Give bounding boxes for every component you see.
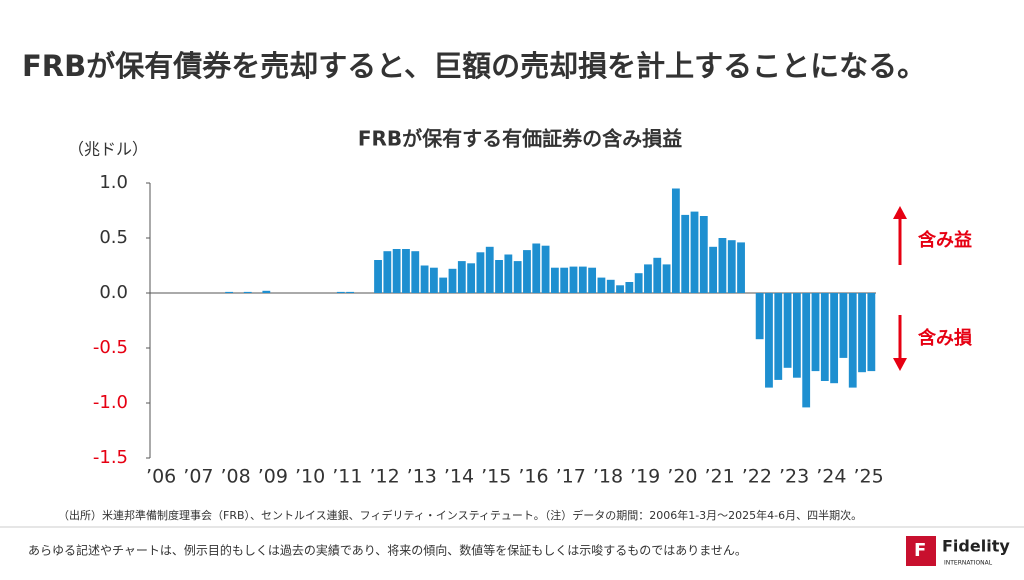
slide-title: FRBが保有債券を売却すると、巨額の売却損を計上することになる。 bbox=[22, 49, 926, 83]
bar bbox=[755, 293, 764, 340]
x-tick-label: ’06 bbox=[146, 466, 176, 488]
x-tick-label: ’11 bbox=[332, 466, 362, 488]
bar bbox=[597, 277, 606, 293]
bar bbox=[476, 252, 485, 293]
bar bbox=[550, 267, 559, 293]
bar bbox=[625, 282, 634, 293]
x-tick-label: ’19 bbox=[630, 466, 660, 488]
y-tick-label: -0.5 bbox=[93, 337, 128, 358]
bar bbox=[606, 279, 615, 293]
bar bbox=[560, 267, 569, 293]
bar bbox=[848, 293, 857, 388]
x-tick-label: ’20 bbox=[667, 466, 697, 488]
bar bbox=[383, 251, 392, 293]
x-tick-label: ’07 bbox=[183, 466, 213, 488]
bar bbox=[737, 242, 745, 293]
bar bbox=[718, 238, 727, 293]
bar bbox=[830, 293, 839, 384]
bar bbox=[243, 291, 252, 293]
chart-title: FRBが保有する有価証券の含み損益 bbox=[358, 127, 682, 151]
y-tick-label: -1.0 bbox=[93, 392, 128, 413]
x-tick-label: ’18 bbox=[593, 466, 623, 488]
x-tick-label: ’08 bbox=[221, 466, 251, 488]
bar bbox=[523, 250, 531, 293]
x-tick-label: ’17 bbox=[556, 466, 586, 488]
bar bbox=[653, 257, 662, 293]
bar bbox=[774, 293, 783, 380]
y-tick-label: 0.0 bbox=[99, 282, 128, 303]
bar bbox=[346, 291, 355, 293]
x-tick-label: ’15 bbox=[481, 466, 511, 488]
bar bbox=[783, 293, 792, 368]
logo-subtext: INTERNATIONAL bbox=[944, 560, 993, 567]
logo-glyph: F bbox=[914, 540, 926, 561]
bar bbox=[402, 249, 410, 293]
bar bbox=[420, 265, 429, 293]
bar bbox=[485, 246, 494, 293]
x-tick-label: ’14 bbox=[444, 466, 474, 488]
bar bbox=[690, 211, 699, 293]
bar bbox=[867, 293, 876, 372]
bar bbox=[588, 267, 597, 293]
bar bbox=[374, 260, 382, 293]
x-tick-label: ’09 bbox=[258, 466, 288, 488]
bar bbox=[578, 266, 587, 293]
y-unit: （兆ドル） bbox=[68, 140, 148, 159]
bar bbox=[569, 266, 578, 293]
bar bbox=[858, 293, 866, 373]
bar bbox=[727, 240, 736, 293]
y-tick-label: 1.0 bbox=[99, 172, 128, 193]
x-tick-label: ’12 bbox=[369, 466, 399, 488]
bar bbox=[820, 293, 829, 381]
y-tick-label: 0.5 bbox=[99, 227, 128, 248]
bar bbox=[262, 290, 271, 293]
annotation-gain: 含み益 bbox=[918, 229, 972, 251]
bar bbox=[709, 246, 718, 293]
bar bbox=[681, 214, 690, 293]
arrow-up-head bbox=[893, 206, 907, 219]
bar bbox=[457, 261, 466, 293]
x-tick-label: ’24 bbox=[816, 466, 846, 488]
bar bbox=[467, 263, 476, 293]
x-tick-label: ’13 bbox=[407, 466, 437, 488]
bar bbox=[495, 260, 503, 293]
disclaimer: あらゆる記述やチャートは、例示目的もしくは過去の実績であり、将来の傾向、数値等を… bbox=[28, 543, 747, 558]
bar bbox=[634, 273, 643, 293]
x-tick-label: ’21 bbox=[705, 466, 735, 488]
bar bbox=[671, 188, 680, 293]
annotation-loss: 含み損 bbox=[918, 327, 973, 349]
logo-mark bbox=[906, 536, 936, 566]
source-note: （出所）米連邦準備制度理事会（FRB）、セントルイス連銀、フィデリティ・インステ… bbox=[58, 508, 862, 522]
bar bbox=[392, 249, 401, 293]
bar bbox=[802, 293, 811, 408]
bar bbox=[644, 264, 652, 293]
bar bbox=[225, 291, 234, 293]
bar bbox=[811, 293, 820, 372]
arrow-down-head bbox=[893, 358, 907, 371]
x-tick-label: ’16 bbox=[518, 466, 548, 488]
bar bbox=[504, 254, 513, 293]
y-tick-label: -1.5 bbox=[93, 447, 128, 468]
x-tick-label: ’22 bbox=[742, 466, 772, 488]
logo-text: Fidelity bbox=[942, 537, 1010, 556]
bar bbox=[616, 285, 624, 293]
x-tick-label: ’25 bbox=[853, 466, 883, 488]
x-tick-label: ’10 bbox=[295, 466, 325, 488]
bar bbox=[411, 251, 420, 293]
bar bbox=[541, 245, 550, 293]
bar bbox=[699, 216, 708, 293]
bar bbox=[662, 264, 671, 293]
bar bbox=[792, 293, 801, 378]
bar bbox=[429, 267, 438, 293]
bar bbox=[839, 293, 848, 358]
bar bbox=[765, 293, 773, 388]
bar bbox=[439, 277, 448, 293]
bar bbox=[532, 243, 541, 293]
bar bbox=[336, 291, 345, 293]
x-tick-label: ’23 bbox=[779, 466, 809, 488]
bar bbox=[513, 261, 522, 293]
bar bbox=[448, 268, 457, 293]
